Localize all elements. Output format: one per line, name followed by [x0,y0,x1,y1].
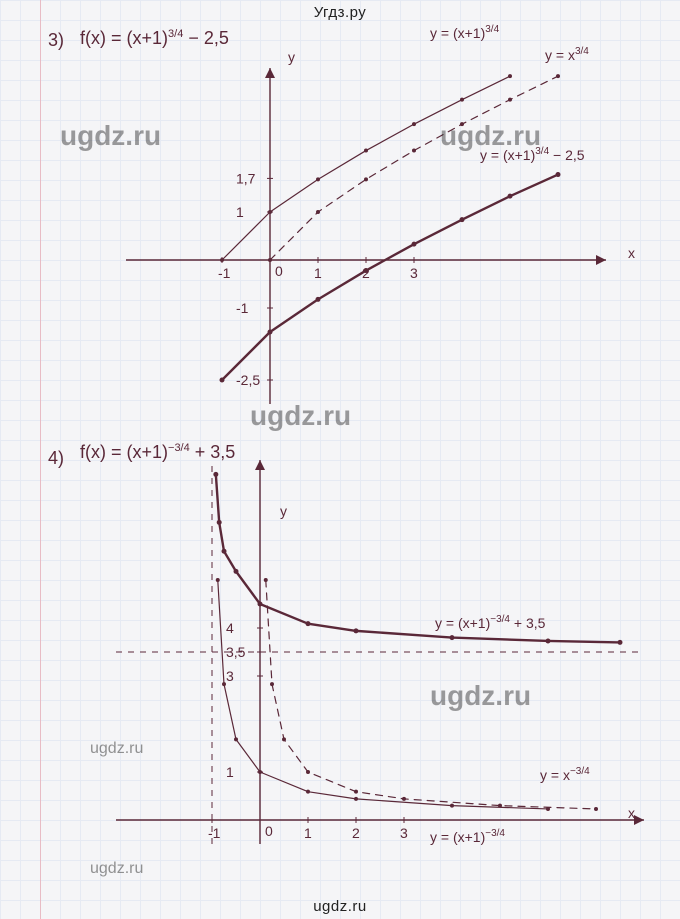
svg-text:-1: -1 [208,825,221,841]
svg-text:y: y [280,503,287,519]
svg-text:1: 1 [226,764,234,780]
svg-text:3: 3 [400,825,408,841]
svg-text:2: 2 [352,825,360,841]
svg-text:y = (x+1)−3/4 + 3,5: y = (x+1)−3/4 + 3,5 [435,614,546,631]
watermark: ugdz.ru [90,860,143,878]
svg-text:y = (x+1)−3/4: y = (x+1)−3/4 [430,828,505,845]
svg-text:y = x−3/4: y = x−3/4 [540,766,590,783]
watermark: ugdz.ru [250,400,351,432]
svg-text:x: x [628,805,635,821]
watermark: ugdz.ru [90,740,143,758]
watermark: ugdz.ru [440,120,541,152]
svg-text:3: 3 [226,668,234,684]
watermark: ugdz.ru [60,120,161,152]
watermark: ugdz.ru [430,680,531,712]
svg-text:4: 4 [226,620,234,636]
svg-text:0: 0 [265,823,273,839]
svg-text:1: 1 [304,825,312,841]
